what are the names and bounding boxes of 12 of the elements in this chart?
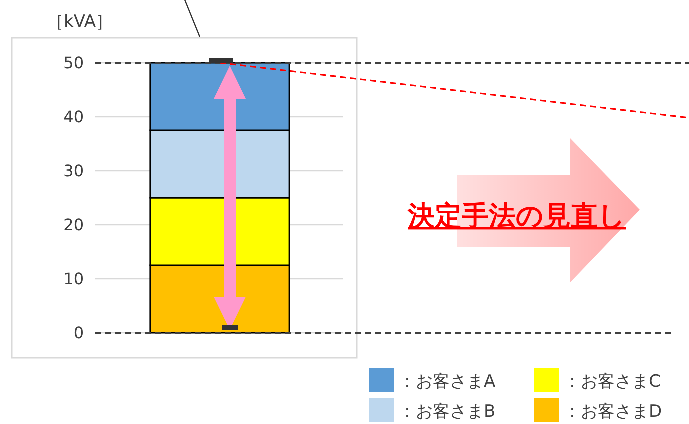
- y-tick-label: 0: [74, 324, 84, 343]
- legend-label: ：お客さまD: [564, 402, 662, 422]
- y-tick-label: 30: [64, 162, 84, 181]
- y-tick-label: 20: [64, 216, 84, 235]
- y-tick-label: 50: [64, 54, 84, 73]
- text: 決定手法の見直し: [407, 201, 626, 232]
- y-tick-label: 10: [64, 270, 84, 289]
- legend-label: ：お客さまB: [399, 402, 496, 422]
- y-tick-label: 40: [64, 108, 84, 127]
- legend-label: ：お客さまC: [564, 372, 661, 392]
- legend-label: ：お客さまA: [399, 372, 496, 392]
- y-axis-title: ［kVA］: [46, 12, 114, 32]
